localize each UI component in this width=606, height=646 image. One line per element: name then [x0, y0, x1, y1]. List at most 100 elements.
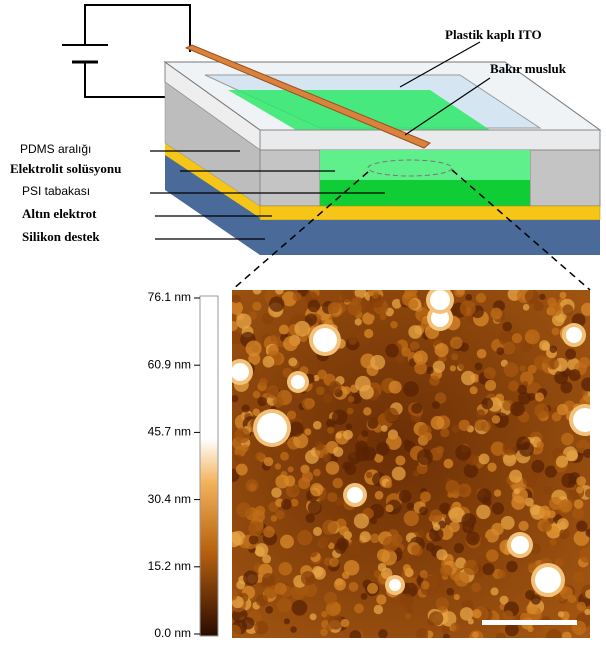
grain	[275, 583, 287, 595]
grain	[259, 378, 268, 387]
bright-grain	[347, 487, 363, 503]
colorbar-tick-label: 45.7 nm	[148, 425, 191, 439]
grain	[565, 349, 576, 360]
grain	[304, 428, 311, 435]
grain	[302, 398, 314, 410]
label: Plastik kaplı ITO	[445, 27, 542, 42]
grain	[345, 463, 357, 475]
grain	[368, 418, 379, 429]
grain	[370, 355, 385, 370]
grain	[502, 322, 512, 332]
grain	[227, 625, 241, 639]
grain	[403, 564, 411, 572]
grain	[340, 289, 353, 302]
grain	[328, 302, 340, 314]
grain	[235, 428, 250, 443]
grain	[461, 371, 475, 385]
grain	[430, 509, 443, 522]
grain	[361, 430, 368, 437]
grain	[334, 579, 346, 591]
grain	[494, 489, 501, 496]
grain	[336, 432, 342, 438]
label: Altın elektrot	[22, 206, 97, 221]
scale-bar	[482, 620, 577, 625]
grain	[254, 621, 268, 635]
grain	[263, 356, 275, 368]
grain	[327, 492, 337, 502]
grain	[583, 449, 592, 458]
grain	[329, 557, 339, 567]
grain	[354, 604, 364, 614]
grain	[246, 341, 262, 357]
grain	[475, 362, 483, 370]
label: PDMS aralığı	[20, 142, 91, 156]
grain	[290, 626, 296, 632]
grain	[376, 594, 386, 604]
grain	[561, 433, 574, 446]
grain	[476, 293, 486, 303]
grain	[516, 424, 529, 437]
grain	[581, 377, 595, 391]
grain	[486, 549, 498, 561]
grain	[307, 547, 317, 557]
figure: Plastik kaplı ITO Bakır musluk PDMS aral…	[0, 0, 606, 646]
grain	[503, 610, 514, 621]
grain	[255, 452, 264, 461]
grain	[249, 535, 258, 544]
grain	[297, 530, 312, 545]
grain	[426, 543, 435, 552]
grain	[334, 542, 346, 554]
grain	[550, 539, 557, 546]
grain	[248, 521, 263, 536]
grain	[450, 623, 459, 632]
grain	[481, 421, 492, 432]
grain	[531, 594, 541, 604]
grain	[492, 502, 504, 514]
grain	[349, 582, 359, 592]
grain	[288, 358, 297, 367]
grain	[385, 344, 399, 358]
grain	[542, 342, 550, 350]
grain	[464, 463, 479, 478]
grain	[284, 618, 290, 624]
grain	[458, 357, 472, 371]
label: Silikon destek	[22, 229, 100, 244]
grain	[347, 408, 354, 415]
grain	[410, 341, 420, 351]
grain	[581, 303, 594, 316]
grain	[374, 605, 383, 614]
grain	[435, 343, 449, 357]
grain	[405, 613, 411, 619]
grain	[322, 394, 332, 404]
grain	[298, 477, 310, 489]
colorbar-ticks: 76.1 nm60.9 nm45.7 nm30.4 nm15.2 nm0.0 n…	[148, 290, 200, 640]
grain	[476, 505, 490, 519]
grain	[401, 347, 411, 357]
device	[165, 45, 600, 255]
grain	[389, 381, 402, 394]
grain	[443, 633, 450, 640]
grain	[490, 587, 498, 595]
grain	[280, 452, 289, 461]
grain	[459, 420, 470, 431]
grain	[549, 497, 562, 510]
grain	[440, 565, 452, 577]
bright-grain	[535, 567, 561, 593]
grain	[366, 472, 372, 478]
grain	[465, 294, 472, 301]
grain	[562, 632, 572, 642]
grain	[313, 469, 321, 477]
grain	[511, 496, 525, 510]
grain	[252, 302, 261, 311]
grain	[265, 606, 273, 614]
grain	[253, 286, 262, 295]
grain	[403, 381, 419, 397]
grain	[390, 321, 397, 328]
grain	[460, 607, 473, 620]
grain	[373, 292, 379, 298]
grain	[429, 611, 444, 626]
grain	[407, 607, 414, 614]
grain	[327, 427, 334, 434]
grain	[557, 518, 569, 530]
grain	[431, 416, 445, 430]
